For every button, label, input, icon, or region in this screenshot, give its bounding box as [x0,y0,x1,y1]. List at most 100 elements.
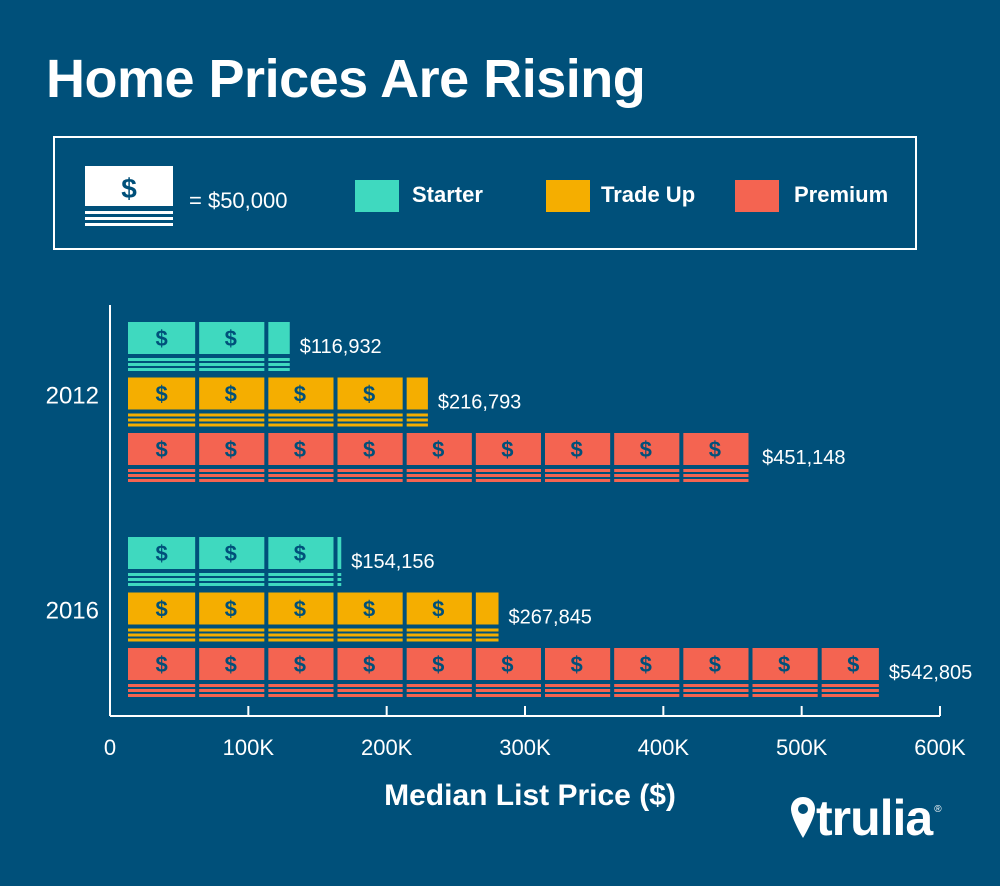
bill-separator [264,591,269,644]
bar-stripe [128,578,342,581]
bill-dollar-symbol: $ [155,326,167,351]
bill-dollar-symbol: $ [294,326,306,351]
bill-dollar-symbol: $ [640,437,652,462]
x-tick-label: 300K [499,735,551,760]
legend-swatch-premium [735,180,779,212]
bill-dollar-symbol: $ [501,437,513,462]
data-label-trade-up-2016: $267,845 [509,607,592,629]
bar-stripe [128,423,428,427]
bar-stripe [128,628,499,632]
bar-stripe [128,633,499,637]
bill-dollar-symbol: $ [294,652,306,677]
location-pin-icon [791,797,815,838]
bar-stripe [128,638,499,642]
bill-dollar-symbol: $ [501,597,513,622]
legend-label-starter: Starter [412,182,483,207]
bill-dollar-symbol: $ [570,652,582,677]
bill-separator [471,647,476,699]
category-label-2012: 2012 [46,383,99,410]
x-axis-title: Median List Price ($) [384,779,676,812]
bill-separator [541,432,545,484]
bill-dollar-symbol: $ [225,382,237,407]
legend: $ = $50,000 Starter Trade Up Premium [53,136,917,250]
legend-note-symbol: $ [121,173,137,204]
bill-separator [333,647,338,699]
bar-trade-up-2016 [128,592,499,625]
bill-separator [333,432,338,484]
bill-separator [264,536,269,588]
bill-separator [471,591,476,644]
bill-dollar-symbol: $ [155,541,167,566]
bill-dollar-symbol: $ [847,652,859,677]
bill-dollar-symbol: $ [294,382,306,407]
bill-separator [195,321,200,373]
bar-stripe [128,573,342,576]
bar-stripe [128,583,342,586]
bar-premium-2012 [128,433,753,465]
x-tick-label: 0 [104,735,116,760]
bar-stripe [128,368,290,371]
page-title: Home Prices Are Rising [46,49,646,109]
data-label-starter-2012: $116,932 [300,336,382,358]
bill-dollar-symbol: $ [225,652,237,677]
bar-stripe [128,474,753,477]
category-label-2016: 2016 [46,598,99,625]
data-label-trade-up-2012: $216,793 [438,392,521,414]
x-tick-label: 500K [776,735,828,760]
bill-dollar-symbol: $ [225,541,237,566]
bill-separator [610,432,615,484]
bill-dollar-symbol: $ [709,437,721,462]
bar-starter-2016 [128,537,342,569]
data-label-starter-2016: $154,156 [351,551,434,573]
bill-dollar-symbol: $ [294,541,306,566]
bill-dollar-symbol: $ [501,652,513,677]
x-tick-label: 600K [914,735,966,760]
bill-dollar-symbol: $ [432,652,444,677]
bill-separator [333,376,338,429]
bill-dollar-symbol: $ [294,597,306,622]
bill-separator [195,591,200,644]
bill-dollar-symbol: $ [640,652,652,677]
bar-stripe [128,689,879,692]
bill-dollar-symbol: $ [225,597,237,622]
bill-dollar-symbol: $ [709,652,721,677]
bill-separator [195,432,200,484]
bill-separator [817,647,822,699]
x-tick-label: 200K [361,735,413,760]
bill-separator [264,432,269,484]
bar-stripe [128,358,290,361]
bar-starter-2012 [128,322,290,354]
bill-separator [195,376,200,429]
x-tick-label: 400K [638,735,690,760]
bill-dollar-symbol: $ [155,652,167,677]
bill-separator [264,647,269,699]
bar-stripe [128,363,290,366]
bar-stripe [128,418,428,422]
bill-dollar-symbol: $ [432,382,444,407]
bill-dollar-symbol: $ [294,437,306,462]
bill-dollar-symbol: $ [155,437,167,462]
bar-stripe [128,413,428,417]
x-tick-label: 100K [223,735,275,760]
bill-separator [333,536,338,588]
bill-separator [264,376,269,429]
bill-dollar-symbol: $ [432,437,444,462]
legend-label-premium: Premium [794,182,889,207]
bill-separator [264,321,269,373]
brand-reg: ® [934,804,942,815]
bar-stripe [128,469,753,472]
data-label-premium-2012: $451,148 [762,447,845,469]
bill-separator [402,591,407,644]
bill-separator [402,432,407,484]
bill-dollar-symbol: $ [363,437,375,462]
bill-dollar-symbol: $ [155,382,167,407]
legend-label-trade-up: Trade Up [601,182,696,207]
bill-separator [610,647,615,699]
dollar-bill-icon: $ [85,166,173,226]
bar-stripe [128,694,879,697]
bar-premium-2016 [128,648,879,680]
bill-dollar-symbol: $ [225,437,237,462]
bar-stripe [128,684,879,687]
bill-separator [333,591,338,644]
bill-dollar-symbol: $ [155,597,167,622]
